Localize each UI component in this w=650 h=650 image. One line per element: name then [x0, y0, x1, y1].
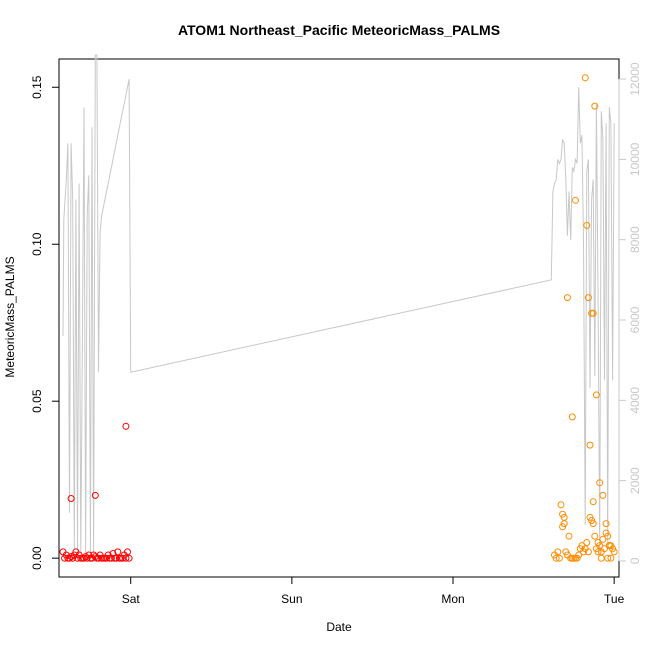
data-point: [583, 221, 591, 229]
x-tick-label: Tue: [604, 592, 625, 606]
data-point: [581, 74, 589, 82]
y-tick-label: 0.00: [30, 546, 44, 570]
data-point: [610, 548, 618, 556]
chart-title: ATOM1 Northeast_Pacific MeteoricMass_PAL…: [178, 22, 500, 38]
data-point: [601, 545, 608, 553]
y2-tick-label: 4000: [628, 387, 642, 414]
data-point: [122, 554, 130, 562]
altitude-line: [62, 54, 615, 553]
x-axis: Sat Sun Mon Tue: [122, 576, 625, 606]
data-point: [560, 520, 568, 528]
data-point: [584, 294, 592, 302]
data-point: [586, 441, 594, 449]
data-point: [594, 548, 602, 556]
points-layer: [59, 74, 618, 562]
data-point: [107, 554, 115, 562]
data-point: [124, 548, 131, 556]
data-point: [67, 495, 75, 502]
y2-tick-label: 12000: [628, 62, 642, 96]
data-point: [596, 542, 604, 550]
data-point: [568, 413, 576, 421]
y-axis-label: MeteoricMass_PALMS: [3, 256, 17, 377]
altitude-line-layer: [62, 54, 615, 553]
data-point: [599, 491, 607, 499]
y2-tick-label: 10000: [628, 142, 642, 176]
data-point: [552, 554, 560, 562]
x-tick-label: Mon: [441, 592, 464, 606]
data-point: [125, 554, 133, 562]
data-point: [122, 422, 130, 430]
data-point: [607, 554, 615, 562]
y-axis-left: 0.00 0.05 0.10 0.15: [30, 75, 60, 570]
data-point: [584, 548, 592, 556]
data-point: [114, 548, 122, 556]
data-point: [555, 554, 563, 562]
data-point: [575, 551, 583, 559]
data-point: [66, 554, 73, 562]
data-point: [557, 501, 565, 509]
data-point: [592, 391, 600, 399]
data-point: [565, 532, 573, 540]
data-point: [572, 196, 579, 204]
data-point: [589, 520, 597, 528]
data-point: [599, 535, 607, 543]
y-tick-label: 0.05: [30, 389, 44, 413]
y-tick-label: 0.15: [30, 75, 44, 99]
y2-tick-label: 6000: [628, 306, 642, 333]
y-tick-label: 0.10: [30, 232, 44, 256]
data-point: [596, 479, 604, 487]
x-tick-label: Sat: [122, 592, 141, 606]
data-point: [554, 548, 562, 556]
data-point: [583, 539, 591, 546]
data-point: [91, 491, 99, 499]
x-tick-label: Sun: [281, 592, 302, 606]
y2-tick-label: 0: [628, 557, 642, 564]
y2-tick-label: 2000: [628, 467, 642, 494]
data-point: [591, 532, 599, 540]
y-axis-right: 0 2000 4000 6000 8000 10000 12000: [618, 62, 642, 564]
data-point: [605, 542, 613, 550]
data-point: [604, 532, 612, 540]
x-axis-label: Date: [326, 620, 352, 634]
data-point: [591, 102, 599, 110]
data-point: [602, 520, 610, 528]
y2-tick-label: 8000: [628, 226, 642, 253]
data-point: [604, 554, 612, 562]
data-point: [563, 294, 571, 302]
data-point: [589, 498, 597, 506]
data-point: [588, 309, 596, 317]
data-point: [109, 550, 117, 557]
